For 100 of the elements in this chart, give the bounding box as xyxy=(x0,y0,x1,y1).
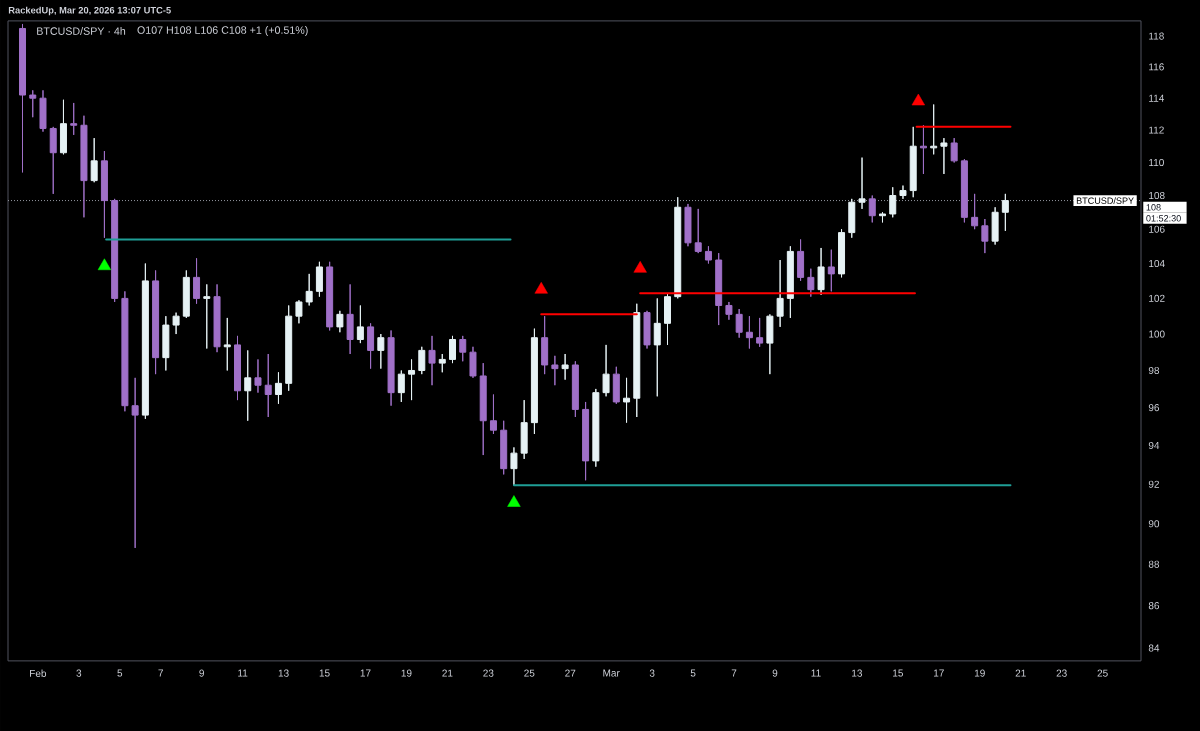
x-tick-label: 13 xyxy=(852,669,863,677)
y-tick-label: 94 xyxy=(1148,441,1160,450)
candlestick xyxy=(377,333,385,370)
candlestick xyxy=(756,317,764,348)
candlestick xyxy=(193,257,201,305)
x-tick-label: 19 xyxy=(974,669,985,677)
candlestick xyxy=(827,249,835,292)
y-tick-label: 112 xyxy=(1149,126,1164,134)
candlestick xyxy=(203,283,211,350)
candlestick xyxy=(817,247,825,296)
candlestick xyxy=(356,304,364,344)
candlestick xyxy=(520,399,528,460)
point xyxy=(911,93,925,106)
candlestick xyxy=(971,193,979,230)
candlestick xyxy=(868,195,876,223)
candlestick xyxy=(315,261,323,298)
y-tick-label: 92 xyxy=(1148,480,1159,488)
candlestick xyxy=(838,228,846,278)
y-tick-label: 114 xyxy=(1149,94,1165,102)
x-tick-label: 13 xyxy=(278,669,289,677)
candlestick xyxy=(489,394,497,435)
x-tick-label: 17 xyxy=(933,669,944,677)
candlestick xyxy=(500,420,508,475)
candlestick xyxy=(172,312,180,335)
x-tick-label: 15 xyxy=(319,669,330,677)
candlestick xyxy=(674,196,682,299)
point xyxy=(534,282,548,294)
candlestick xyxy=(336,310,344,333)
candlestick xyxy=(797,238,805,282)
point xyxy=(507,495,521,507)
x-tick-label: 23 xyxy=(1056,669,1067,677)
candlestick xyxy=(684,203,692,247)
x-tick-label: 7 xyxy=(158,669,163,677)
candlestick xyxy=(510,446,518,486)
y-tick-label: 84 xyxy=(1148,644,1160,652)
candlestick xyxy=(991,206,999,246)
candlestick xyxy=(418,346,426,375)
y-tick-label: 88 xyxy=(1148,560,1160,568)
x-tick-label: 27 xyxy=(565,669,576,677)
x-tick-label: 25 xyxy=(1097,669,1108,677)
y-tick-label: 116 xyxy=(1149,63,1164,71)
candlestick xyxy=(131,377,139,549)
candlestick xyxy=(254,358,262,394)
y-tick-label: 118 xyxy=(1149,32,1164,40)
candlestick xyxy=(530,328,538,435)
candlestick xyxy=(141,263,149,420)
candlestick xyxy=(285,304,293,392)
candlestick xyxy=(459,335,467,362)
y-tick-label: 86 xyxy=(1148,602,1160,610)
candlestick xyxy=(121,290,129,412)
candlestick xyxy=(776,259,784,328)
text: RackedUp, Mar 20, 2026 13:07 UTC-5 xyxy=(8,6,171,16)
y-tick-label: 96 xyxy=(1148,404,1160,412)
y-tick-label: 104 xyxy=(1149,259,1165,268)
candlestick xyxy=(408,358,416,401)
candlestick xyxy=(469,346,477,379)
candlestick xyxy=(234,335,242,401)
text: 01:52:30 xyxy=(1146,215,1181,222)
candlestick xyxy=(623,377,631,424)
candlestick xyxy=(612,366,620,405)
x-tick-label: 9 xyxy=(199,669,204,677)
candlestick xyxy=(582,401,590,481)
candlestick xyxy=(428,335,436,386)
candlestick xyxy=(387,329,395,407)
candlestick xyxy=(1001,193,1009,232)
candlestick xyxy=(346,283,354,355)
candlestick xyxy=(643,310,651,350)
candlestick xyxy=(848,198,856,239)
candlestick xyxy=(397,369,405,403)
ref-line-label: BTCUSD/SPY xyxy=(1076,197,1134,204)
x-tick-label: 3 xyxy=(649,669,655,677)
candlestick xyxy=(90,137,98,183)
x-tick-label: 21 xyxy=(442,669,453,677)
candlestick xyxy=(70,102,78,136)
candlestick xyxy=(694,208,702,254)
candlestick xyxy=(745,315,753,350)
x-tick-label: 3 xyxy=(76,669,82,677)
candlestick xyxy=(326,261,334,331)
candlestick xyxy=(592,388,600,468)
candlestick xyxy=(940,137,948,175)
x-tick-label: 23 xyxy=(483,669,494,677)
candlestick xyxy=(29,89,37,118)
candlestick xyxy=(223,317,231,371)
x-tick-label: 15 xyxy=(893,669,903,677)
candlestick xyxy=(59,99,67,155)
candlestick xyxy=(930,104,938,155)
candlestick xyxy=(653,297,661,397)
y-tick-label: 100 xyxy=(1149,330,1165,338)
x-tick-label: 17 xyxy=(360,669,371,677)
candlestick xyxy=(704,245,712,265)
candlestick xyxy=(80,115,88,218)
candlestick xyxy=(479,362,487,456)
x-tick-label: 25 xyxy=(524,669,535,677)
candlestick xyxy=(213,283,221,353)
candlestick xyxy=(152,269,160,375)
x-tick-label: 19 xyxy=(401,669,412,677)
candlestick xyxy=(735,308,743,339)
candlestick xyxy=(438,353,446,373)
point xyxy=(633,261,647,273)
candlestick xyxy=(664,292,671,346)
